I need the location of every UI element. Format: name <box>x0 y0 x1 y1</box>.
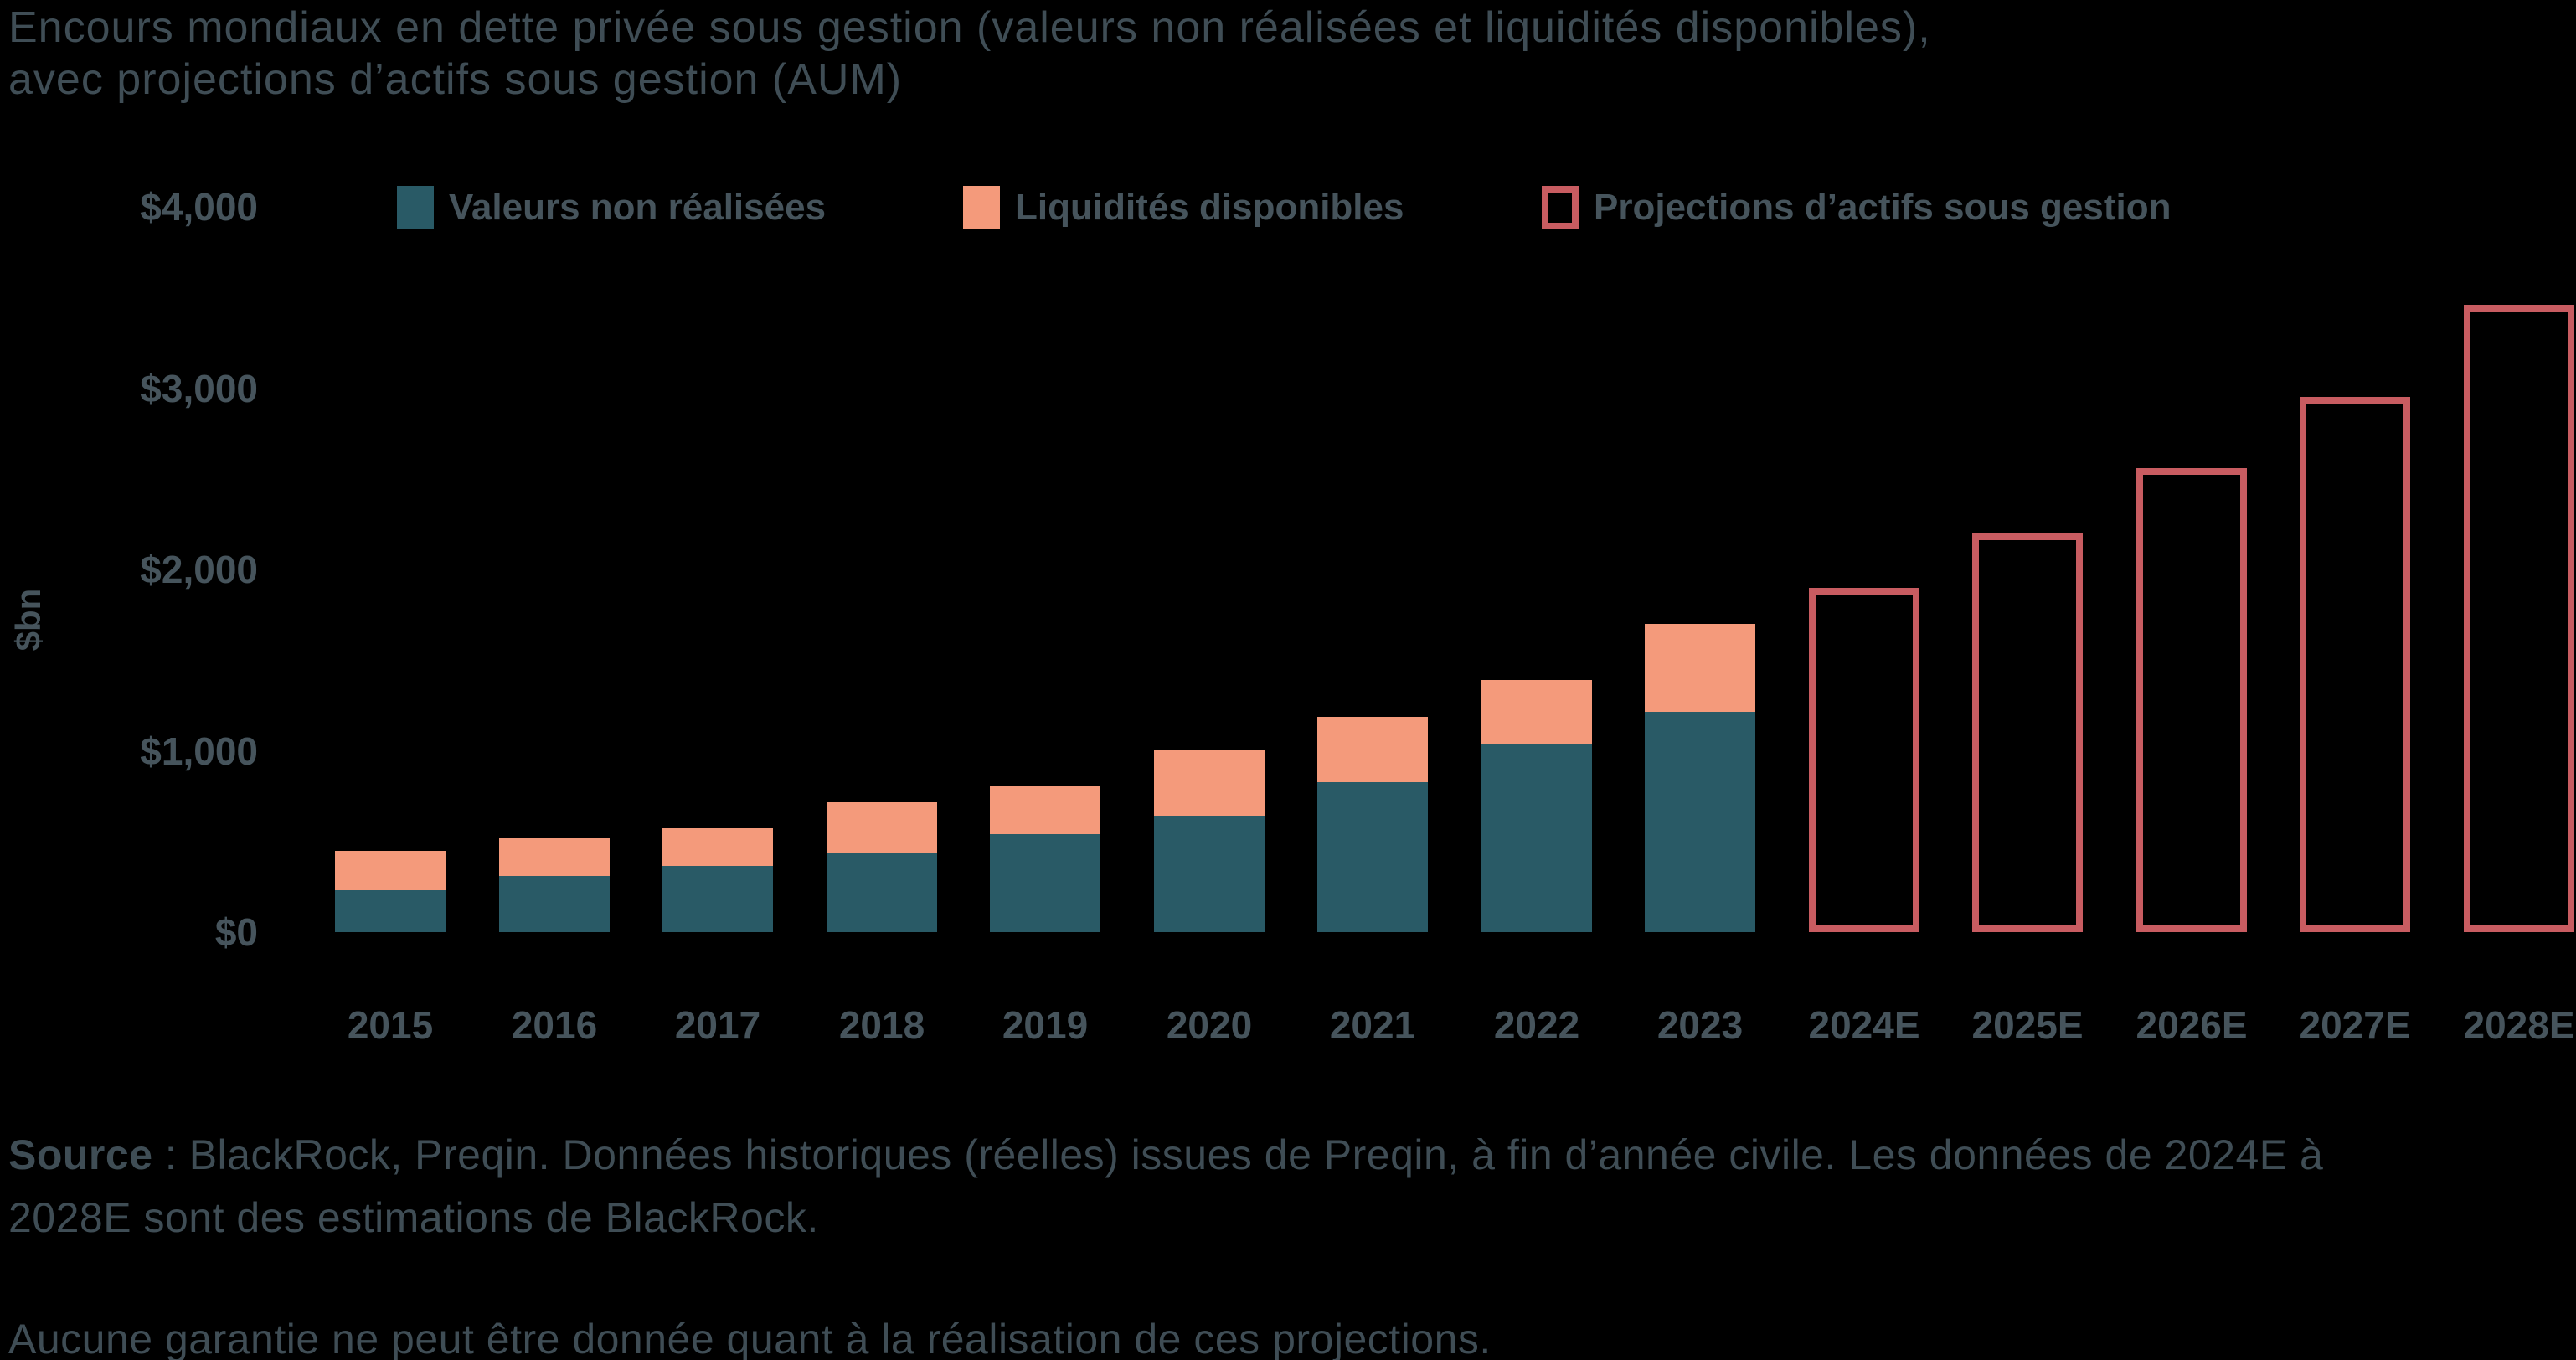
chart-title-line1: Encours mondiaux en dette privée sous ge… <box>8 3 1931 52</box>
x-label-2017: 2017 <box>674 1003 761 1047</box>
y-tick-0: $0 <box>214 910 258 954</box>
bar-liquidity-2017 <box>662 828 773 866</box>
bar-liquidity-2020 <box>1154 750 1265 816</box>
bar-liquidity-2019 <box>990 786 1100 834</box>
liquidity-swatch-icon <box>963 186 1000 229</box>
y-tick-1000: $1,000 <box>140 729 258 773</box>
legend-label-unrealized: Valeurs non réalisées <box>449 187 827 228</box>
bar-liquidity-2021 <box>1317 717 1428 782</box>
x-label-2016: 2016 <box>511 1003 598 1047</box>
legend-label-projection: Projections d’actifs sous gestion <box>1594 187 2172 228</box>
bar-liquidity-2015 <box>335 851 446 890</box>
bar-unrealized-2019 <box>990 834 1100 932</box>
bar-unrealized-2015 <box>335 890 446 932</box>
x-label-2020: 2020 <box>1166 1003 1253 1047</box>
bar-projection-2025E <box>1972 533 2083 932</box>
unrealized-swatch-icon <box>397 186 434 229</box>
bar-liquidity-2016 <box>499 838 610 876</box>
bar-projection-2024E <box>1809 588 1919 932</box>
bar-liquidity-2023 <box>1645 624 1755 712</box>
x-label-2026E: 2026E <box>2136 1003 2248 1047</box>
x-label-2028E: 2028E <box>2463 1003 2575 1047</box>
footer-source-label: Source <box>8 1131 153 1178</box>
chart-title-line2: avec projections d’actifs sous gestion (… <box>8 55 903 104</box>
bar-unrealized-2021 <box>1317 782 1428 932</box>
x-label-2027E: 2027E <box>2299 1003 2411 1047</box>
bar-liquidity-2018 <box>827 802 937 853</box>
x-label-2024E: 2024E <box>1808 1003 1920 1047</box>
x-label-2018: 2018 <box>838 1003 925 1047</box>
footer-source-line1-rest: : BlackRock, Preqin. Données historiques… <box>152 1131 2324 1178</box>
bar-unrealized-2020 <box>1154 816 1265 932</box>
footer: Source : BlackRock, Preqin. Données hist… <box>8 1124 2323 1360</box>
legend-item-projection: Projections d’actifs sous gestion <box>1542 186 2171 229</box>
x-label-2025E: 2025E <box>1971 1003 2084 1047</box>
bar-unrealized-2016 <box>499 876 610 932</box>
footer-source-line2: 2028E sont des estimations de BlackRock. <box>8 1194 819 1241</box>
bar-projection-2028E <box>2464 305 2574 932</box>
x-label-2022: 2022 <box>1493 1003 1580 1047</box>
bar-projection-2026E <box>2136 468 2247 932</box>
bar-liquidity-2022 <box>1481 680 1592 744</box>
x-label-2019: 2019 <box>1002 1003 1089 1047</box>
bar-unrealized-2017 <box>662 866 773 932</box>
y-tick-4000: $4,000 <box>140 185 258 229</box>
footer-disclaimer: Aucune garantie ne peut être donnée quan… <box>8 1316 1492 1360</box>
y-tick-3000: $3,000 <box>140 367 258 410</box>
x-label-2023: 2023 <box>1656 1003 1744 1047</box>
projection-swatch-icon <box>1542 186 1579 229</box>
bar-projection-2027E <box>2300 397 2410 932</box>
bar-unrealized-2018 <box>827 853 937 932</box>
bar-unrealized-2022 <box>1481 744 1592 932</box>
y-tick-2000: $2,000 <box>140 548 258 591</box>
x-label-2015: 2015 <box>347 1003 434 1047</box>
chart-title: Encours mondiaux en dette privée sous ge… <box>8 2 1931 106</box>
legend-label-liquidity: Liquidités disponibles <box>1015 187 1404 228</box>
footer-source-line1: Source : BlackRock, Preqin. Données hist… <box>8 1124 2323 1187</box>
legend-item-unrealized: Valeurs non réalisées <box>397 186 826 229</box>
bar-unrealized-2023 <box>1645 712 1755 932</box>
legend-item-liquidity: Liquidités disponibles <box>963 186 1404 229</box>
x-label-2021: 2021 <box>1329 1003 1416 1047</box>
